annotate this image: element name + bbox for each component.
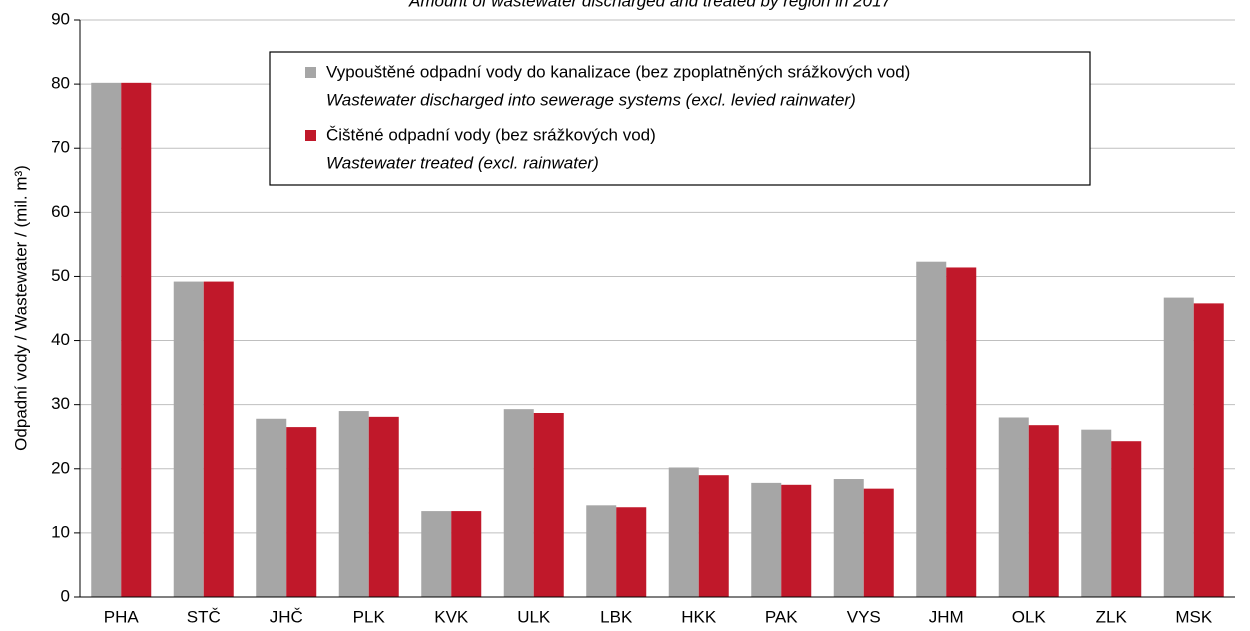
x-tick-label: JHM	[929, 607, 964, 626]
x-tick-label: KVK	[434, 607, 469, 626]
x-tick-label: PLK	[353, 607, 386, 626]
legend-box	[269, 51, 1091, 186]
x-tick-label: LBK	[600, 607, 633, 626]
bar	[1081, 429, 1112, 597]
bar	[503, 409, 534, 597]
x-tick-label: STČ	[187, 607, 221, 626]
bar	[698, 475, 729, 597]
bar	[451, 511, 482, 597]
bar	[1028, 425, 1059, 597]
legend-swatch	[305, 130, 316, 141]
bar	[286, 427, 317, 597]
y-tick-label: 30	[51, 394, 70, 413]
bar	[668, 467, 699, 597]
legend-label-en: Wastewater discharged into sewerage syst…	[326, 90, 856, 109]
bar	[586, 505, 617, 597]
bar	[916, 261, 947, 597]
bar	[338, 411, 369, 597]
chart-title: Amount of wastewater discharged and trea…	[408, 0, 892, 10]
bar	[421, 511, 452, 597]
bar	[1193, 303, 1224, 597]
bar	[998, 417, 1029, 597]
bar	[1111, 441, 1142, 597]
bar	[173, 281, 204, 597]
x-tick-label: PHA	[104, 607, 140, 626]
bar	[1163, 297, 1194, 597]
legend-label: Vypouštěné odpadní vody do kanalizace (b…	[326, 62, 910, 81]
y-axis-label: Odpadní vody / Wastewater / (mil. m³)	[11, 165, 30, 451]
bar	[946, 267, 977, 597]
y-tick-label: 80	[51, 74, 70, 93]
y-tick-label: 20	[51, 458, 70, 477]
x-tick-label: OLK	[1012, 607, 1047, 626]
y-tick-label: 10	[51, 522, 70, 541]
bar	[533, 413, 564, 597]
bar	[833, 479, 864, 597]
bar	[368, 416, 399, 597]
y-tick-label: 50	[51, 266, 70, 285]
legend-label-en: Wastewater treated (excl. rainwater)	[326, 153, 599, 172]
bar	[91, 82, 122, 598]
y-tick-label: 0	[61, 586, 70, 605]
bar	[616, 507, 647, 597]
bar	[121, 82, 152, 598]
bar	[863, 488, 894, 597]
x-tick-label: VYS	[847, 607, 881, 626]
x-tick-label: HKK	[681, 607, 717, 626]
y-tick-label: 90	[51, 9, 70, 28]
bar	[203, 281, 234, 597]
bar	[781, 484, 812, 597]
x-tick-label: ZLK	[1096, 607, 1128, 626]
x-tick-label: PAK	[765, 607, 798, 626]
bar	[751, 482, 782, 597]
x-tick-label: MSK	[1175, 607, 1213, 626]
x-tick-label: ULK	[517, 607, 551, 626]
legend-swatch	[305, 67, 316, 78]
y-tick-label: 70	[51, 138, 70, 157]
bar	[256, 418, 287, 597]
legend-label: Čištěné odpadní vody (bez srážkových vod…	[326, 125, 656, 144]
y-tick-label: 60	[51, 202, 70, 221]
x-tick-label: JHČ	[270, 607, 303, 626]
y-tick-label: 40	[51, 330, 70, 349]
